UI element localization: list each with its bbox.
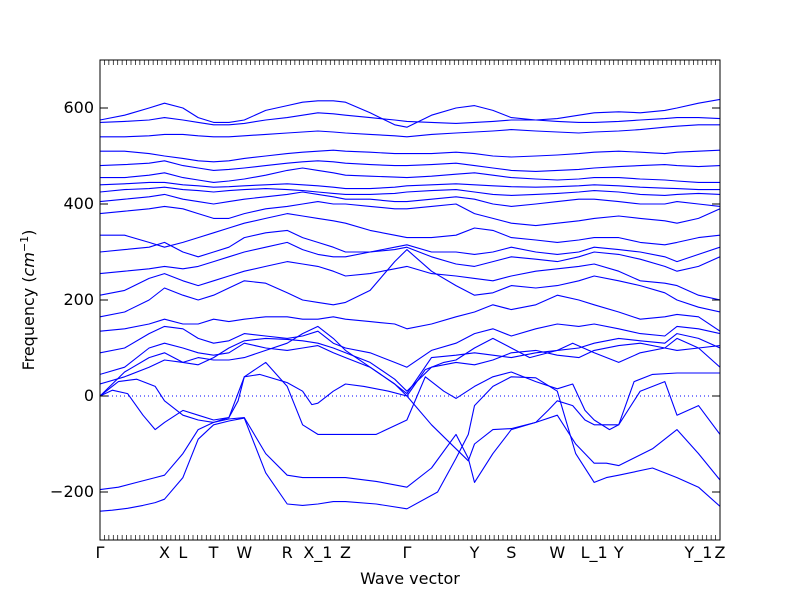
band-line-19 (100, 160, 720, 172)
x-tick-label: Z (715, 543, 726, 562)
plot-background (100, 60, 720, 540)
band-line-4 (100, 361, 720, 435)
x-tick-label: Y (613, 543, 624, 562)
band-line-18 (100, 167, 720, 183)
band-line-22 (100, 112, 720, 126)
band-line-3 (100, 372, 720, 462)
y-axis-label: Frequency (cm−1) (18, 230, 39, 371)
x-tick-label: X (159, 543, 170, 562)
x-tick-label: W (549, 543, 565, 562)
band-line-12 (100, 229, 720, 263)
band-line-8 (100, 294, 720, 332)
x-tick-label: Γ (96, 543, 105, 562)
band-line-20 (100, 149, 720, 163)
band-line-2 (100, 414, 720, 491)
x-tick-label: L_1 (581, 543, 608, 563)
x-tick-label: S (506, 543, 516, 562)
y-tick-label: 600 (63, 98, 94, 117)
band-line-15 (100, 191, 720, 207)
y-axis-label-exponent: −1 (18, 236, 31, 252)
x-tick-label: T (208, 543, 219, 562)
band-line-1 (100, 376, 720, 512)
band-line-23 (100, 98, 720, 128)
y-axis-label-unit: cm (19, 252, 38, 276)
band-line-6 (100, 333, 720, 395)
x-tick-label: Γ (402, 543, 411, 562)
band-line-5 (100, 325, 720, 397)
band-line-21 (100, 124, 720, 138)
x-axis-label: Wave vector (360, 569, 460, 588)
series-layer (100, 98, 720, 512)
band-line-13 (100, 213, 720, 248)
band-line-14 (100, 201, 720, 227)
y-tick-label: −200 (50, 482, 94, 501)
x-tick-label: W (236, 543, 252, 562)
y-axis-label-suffix: ) (19, 230, 38, 236)
band-line-16 (100, 186, 720, 196)
band-line-11 (100, 241, 720, 275)
x-tick-label: L (178, 543, 187, 562)
band-line-7 (100, 323, 720, 368)
y-tick-label: 200 (63, 290, 94, 309)
plot-frame (99, 59, 721, 541)
y-tick-label: 0 (84, 386, 94, 405)
ticks-layer (99, 60, 721, 540)
band-line-9 (100, 249, 720, 318)
x-tick-label: Y_1 (684, 543, 713, 563)
y-tick-labels: −200 0 200 400 600 (50, 98, 94, 501)
band-line-17 (100, 181, 720, 191)
x-tick-label: R (282, 543, 293, 562)
x-tick-label: Z (340, 543, 351, 562)
y-axis-label-prefix: Frequency ( (19, 276, 38, 370)
x-tick-label: Y (469, 543, 480, 562)
band-line-10 (100, 261, 720, 301)
y-tick-label: 400 (63, 194, 94, 213)
x-tick-labels: Γ X L T W R X_1 Z Γ Y S W L_1 Y Y_1 Z (96, 543, 726, 563)
band-line-24 (100, 337, 720, 392)
x-tick-label: X_1 (303, 543, 332, 563)
